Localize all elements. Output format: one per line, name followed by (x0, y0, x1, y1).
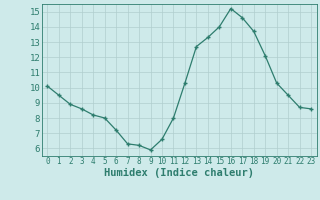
X-axis label: Humidex (Indice chaleur): Humidex (Indice chaleur) (104, 168, 254, 178)
